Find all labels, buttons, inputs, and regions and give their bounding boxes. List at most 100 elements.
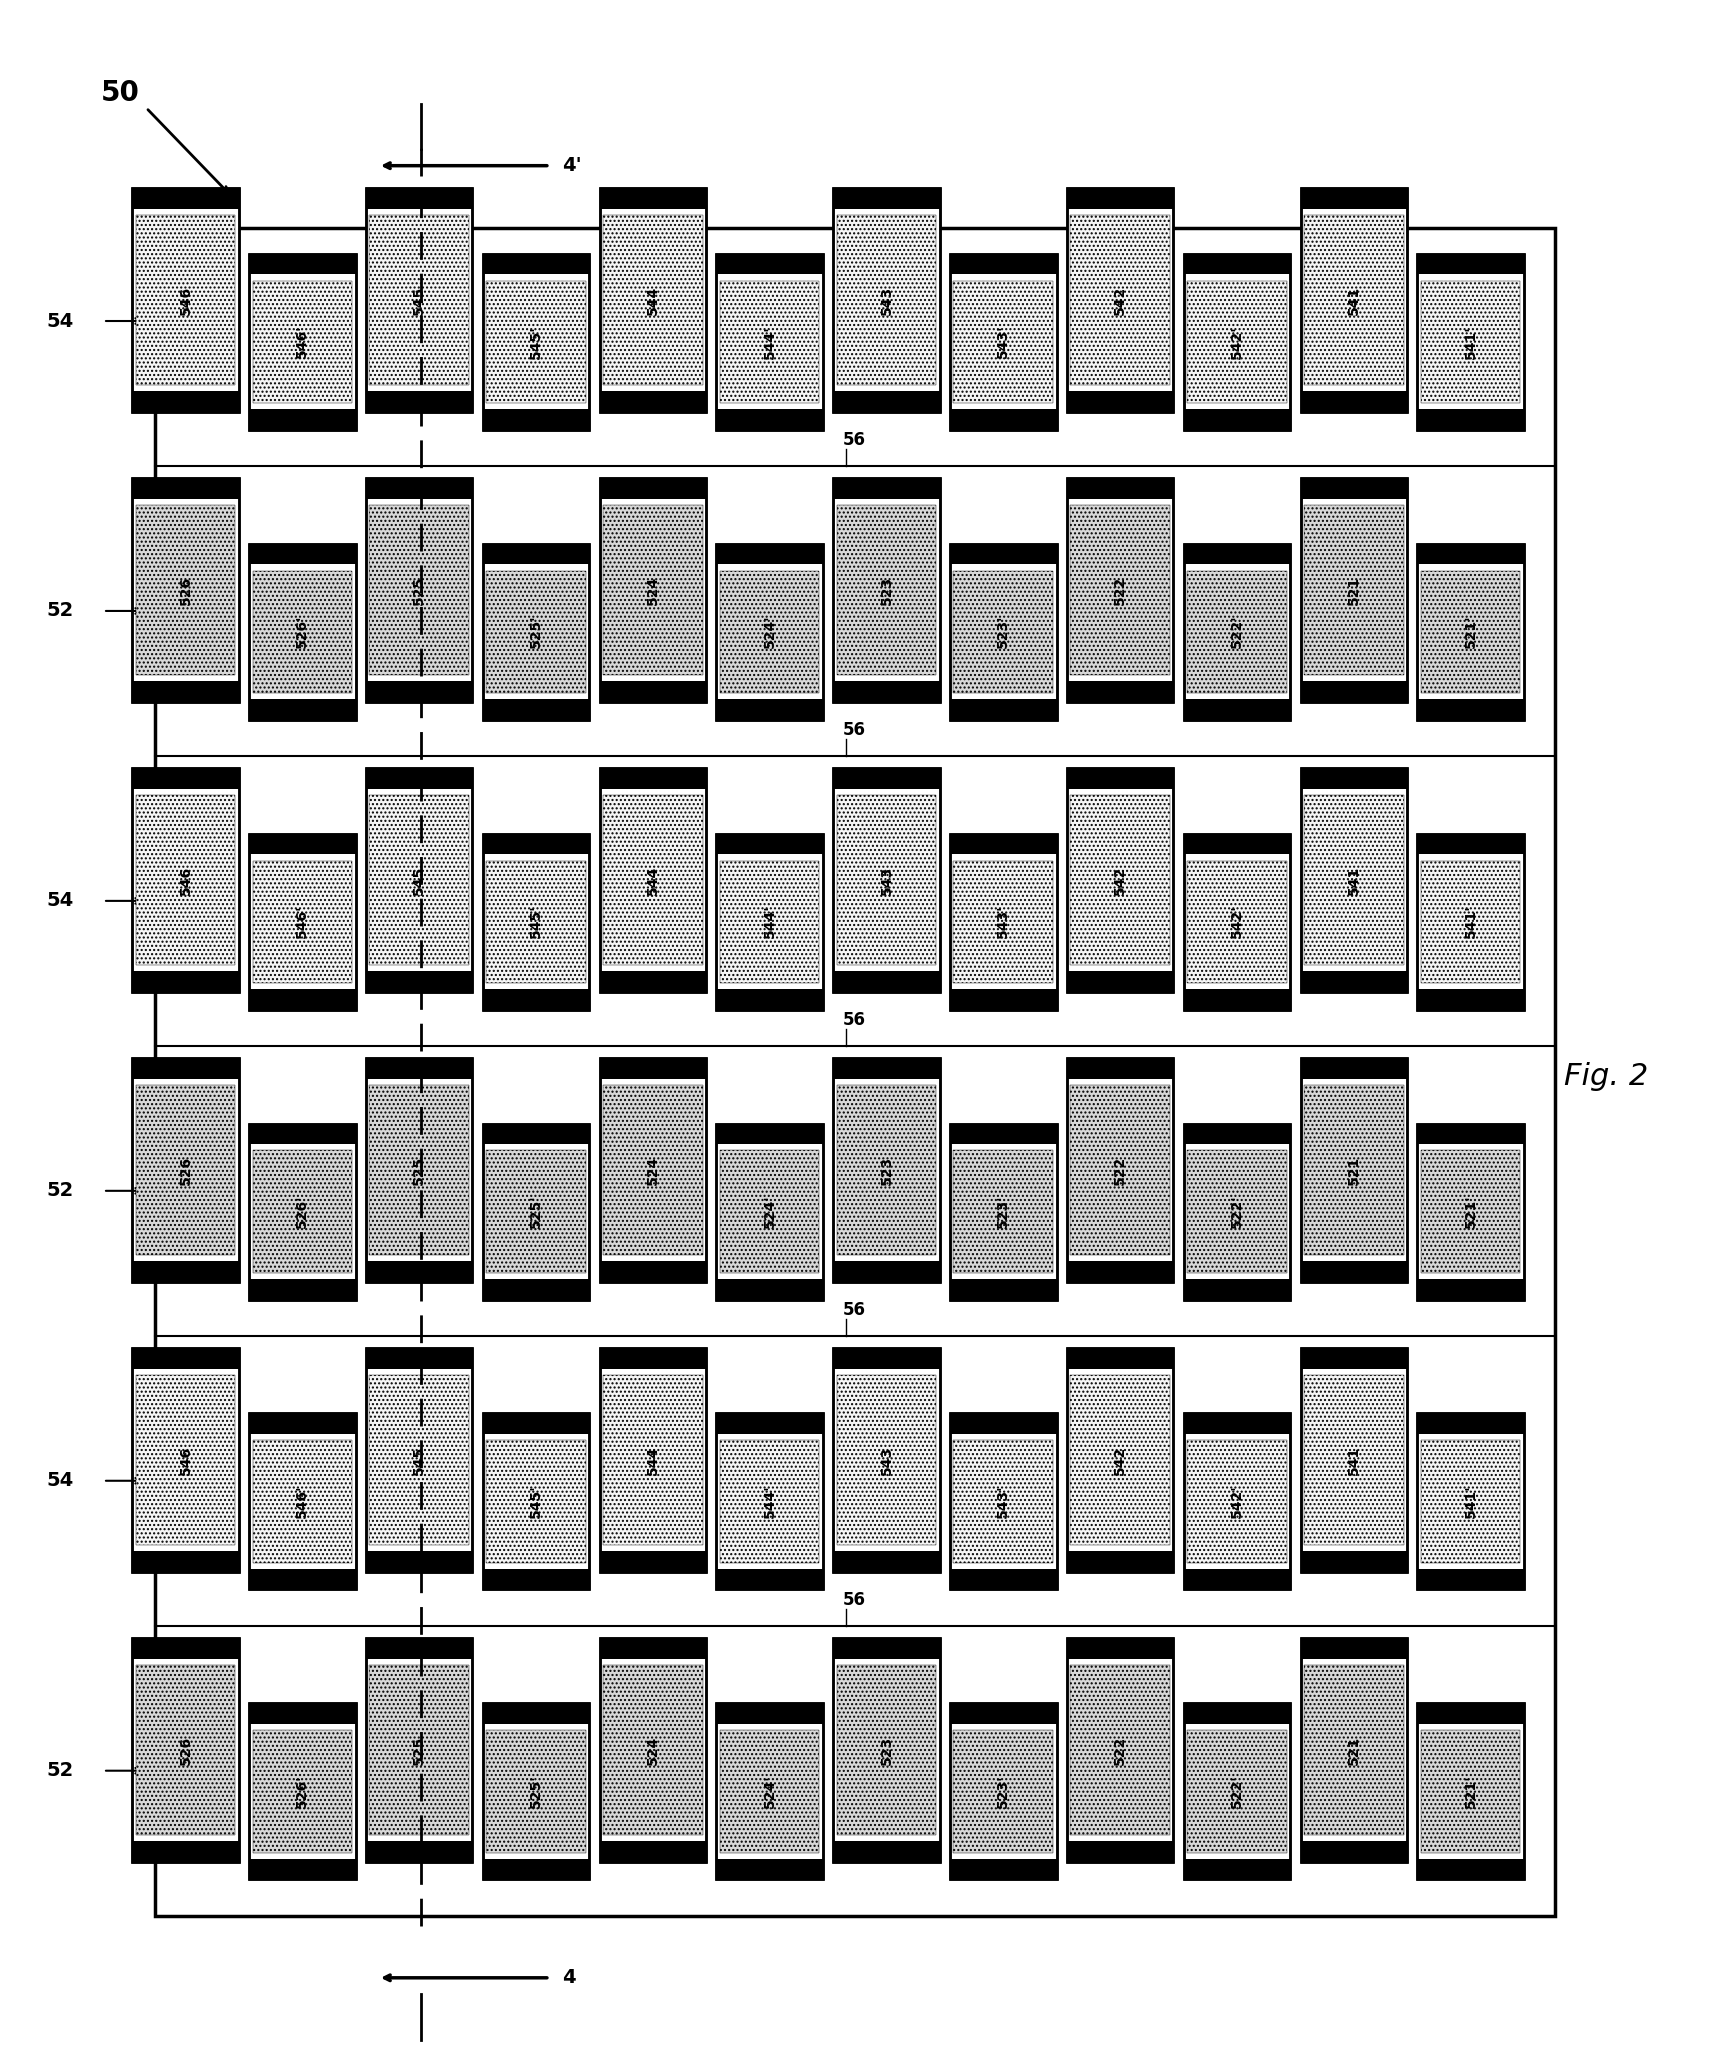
Bar [132,1058,239,1282]
Bar [366,188,472,209]
Bar [950,835,1057,855]
Bar [486,282,586,404]
Bar [950,835,1057,1011]
Bar [720,1731,819,1854]
Bar [1184,1414,1290,1435]
Bar [366,1348,472,1572]
Bar [1184,255,1290,275]
Text: 545': 545' [529,325,543,358]
Text: 522': 522' [1230,1775,1244,1808]
Bar [486,572,586,694]
Bar [1417,1570,1524,1591]
Bar [249,545,356,721]
Bar [1304,1375,1404,1545]
Text: 54: 54 [46,891,74,911]
Bar [833,1638,940,1862]
Bar [716,1860,823,1880]
Bar [1184,545,1290,721]
Bar [953,282,1053,404]
Bar [600,188,706,412]
Bar [1187,862,1287,984]
Text: 545: 545 [412,286,426,315]
Bar [1417,835,1524,855]
Bar [1301,681,1407,702]
Bar [1417,1414,1524,1435]
Bar [132,1638,239,1659]
Bar [833,1551,940,1572]
Bar [132,1551,239,1572]
Text: 544: 544 [646,1446,660,1475]
Bar [950,1122,1057,1143]
Bar [1184,255,1290,431]
Bar [1417,545,1524,565]
Bar [950,410,1057,431]
Bar [1417,700,1524,721]
Bar [1067,478,1173,499]
Bar [600,478,706,702]
Text: 525': 525' [529,1775,543,1808]
Bar [953,1151,1053,1272]
Bar [603,1085,703,1255]
Text: 526': 526' [295,615,309,648]
Bar [833,1261,940,1282]
Bar [950,1122,1057,1301]
Bar [132,1348,239,1369]
Text: 542': 542' [1230,905,1244,938]
Bar [249,1414,356,1591]
Bar [1301,1841,1407,1862]
Text: 544': 544' [763,325,777,358]
Bar [249,1278,356,1301]
Bar [716,835,823,1011]
Bar [253,862,352,984]
Bar [1301,1348,1407,1369]
Text: 524': 524' [763,1775,777,1808]
Bar [249,1702,356,1723]
Bar [1417,1702,1524,1723]
Bar [249,1570,356,1591]
Bar [716,1414,823,1591]
Text: 523: 523 [880,576,893,605]
Bar [366,1551,472,1572]
Bar [1184,545,1290,565]
Bar [716,1702,823,1880]
Bar [716,700,823,721]
Bar [600,681,706,702]
Bar [369,1085,469,1255]
Bar [132,1638,239,1862]
Bar [253,572,352,694]
Text: 526: 526 [179,1156,192,1185]
Text: 56: 56 [844,1591,866,1609]
Text: 52: 52 [46,601,74,621]
Text: 543': 543' [996,1485,1010,1518]
Bar [1417,255,1524,431]
Text: 56: 56 [844,721,866,739]
Bar [1184,1860,1290,1880]
Bar [1184,1570,1290,1591]
Bar [603,1375,703,1545]
Text: 542: 542 [1113,286,1127,315]
Text: 546': 546' [295,905,309,938]
Bar [833,478,940,499]
Bar [950,990,1057,1011]
Bar [483,1702,589,1880]
Bar [950,1702,1057,1880]
Bar [833,188,940,412]
Bar [1417,255,1524,275]
Bar [600,768,706,789]
Bar [369,1375,469,1545]
Bar [1184,1122,1290,1301]
Text: 542: 542 [1113,1446,1127,1475]
Text: 52: 52 [46,1180,74,1201]
Bar [366,768,472,992]
Bar [366,188,472,412]
Text: 545': 545' [529,1485,543,1518]
Bar [1421,1441,1520,1564]
Bar [366,1841,472,1862]
Bar [953,1731,1053,1854]
Bar [483,835,589,1011]
Bar [1421,1151,1520,1272]
Bar [1301,188,1407,209]
Text: 546': 546' [295,325,309,358]
Text: 543: 543 [880,866,893,895]
Bar [1184,1702,1290,1880]
